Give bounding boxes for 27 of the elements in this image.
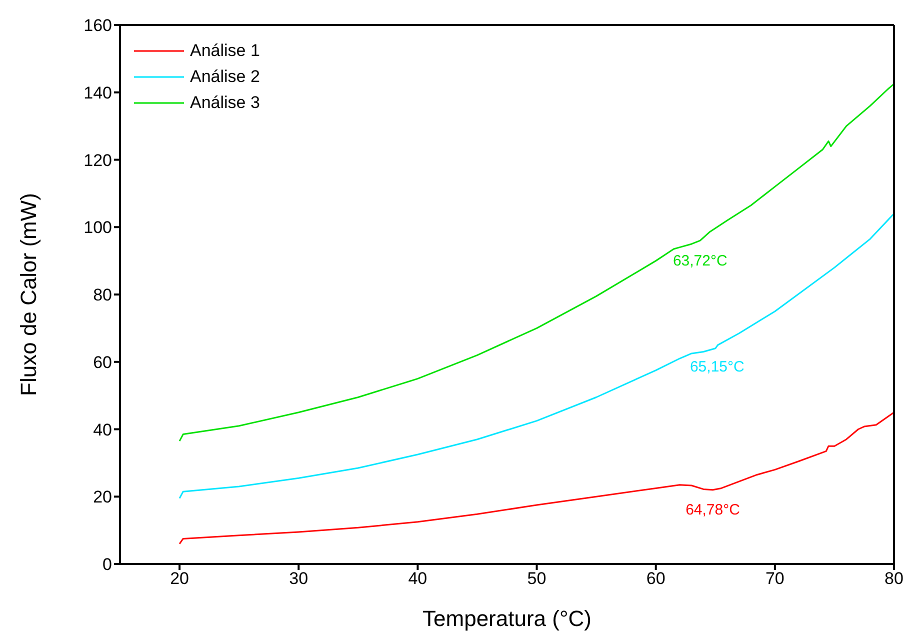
x-tick-label: 50: [527, 569, 546, 588]
y-tick-label: 20: [93, 488, 112, 507]
annotation: 65,15°C: [690, 358, 745, 376]
y-tick-label: 60: [93, 352, 112, 372]
y-axis-title: Fluxo de Calor (mW): [16, 193, 41, 396]
x-tick-label: 30: [289, 569, 308, 588]
legend-label: Análise 3: [190, 92, 260, 114]
annotation: 64,78°C: [686, 502, 740, 519]
x-tick-label: 70: [765, 569, 784, 588]
y-tick-label: 140: [84, 83, 112, 102]
annotation: 63,72°C: [672, 252, 728, 270]
y-tick-label: 40: [93, 420, 112, 440]
x-tick-label: 20: [170, 569, 189, 588]
x-axis-title: Temperatura (°C): [422, 606, 592, 631]
y-tick-label: 100: [84, 218, 112, 238]
y-tick-label: 160: [84, 16, 112, 36]
x-tick-label: 60: [646, 569, 666, 588]
line-series: [178, 412, 894, 545]
y-tick-label: 120: [84, 150, 112, 170]
line-series: [178, 212, 894, 500]
legend-label: Análise 2: [190, 66, 260, 88]
y-tick-label: 80: [93, 286, 112, 305]
x-tick-label: 40: [408, 569, 428, 588]
legend-label: Análise 1: [190, 40, 260, 62]
line-series: [178, 83, 894, 442]
y-tick-label: 0: [102, 555, 112, 574]
x-tick-label: 80: [884, 569, 904, 588]
